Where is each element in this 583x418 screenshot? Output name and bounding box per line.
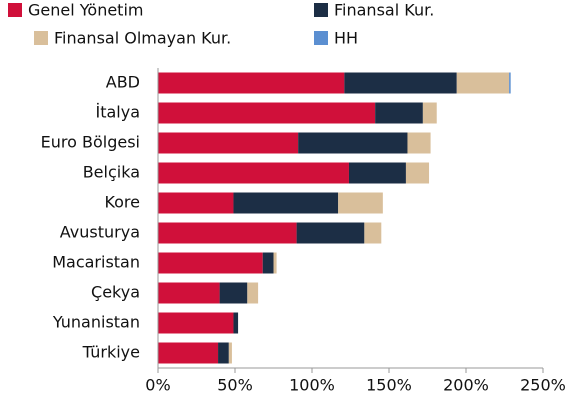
bar-segment bbox=[158, 192, 234, 214]
legend-label: Finansal Olmayan Kur. bbox=[54, 29, 231, 48]
x-tick-label: 100% bbox=[289, 376, 335, 395]
bar-segment bbox=[509, 72, 511, 94]
x-tick-label: 50% bbox=[217, 376, 253, 395]
y-tick-label: Euro Bölgesi bbox=[41, 133, 140, 152]
bar-segment bbox=[218, 342, 229, 364]
bar-segment bbox=[158, 342, 219, 364]
bar-segment bbox=[233, 312, 239, 334]
y-tick-label: Belçika bbox=[83, 163, 140, 182]
y-tick-label: Avusturya bbox=[60, 223, 140, 242]
bar-segment bbox=[344, 72, 457, 94]
bar-segment bbox=[407, 132, 431, 154]
bar-segment bbox=[296, 222, 365, 244]
bar-segment bbox=[219, 282, 248, 304]
y-tick-label: İtalya bbox=[95, 103, 140, 122]
bar-segment bbox=[158, 102, 376, 124]
bar-segment bbox=[298, 132, 408, 154]
bar-segment bbox=[262, 252, 274, 274]
legend-swatch bbox=[314, 3, 328, 17]
bar-segment bbox=[456, 72, 510, 94]
bar-segment bbox=[158, 72, 345, 94]
bar-segment bbox=[158, 282, 220, 304]
y-tick-label: Yunanistan bbox=[52, 313, 140, 332]
bar-segment bbox=[158, 222, 297, 244]
legend-label: HH bbox=[334, 29, 358, 48]
y-tick-label: Macaristan bbox=[52, 253, 140, 272]
bar-segment bbox=[364, 222, 382, 244]
x-tick-label: 200% bbox=[443, 376, 489, 395]
legend-swatch bbox=[8, 3, 22, 17]
bar-segment bbox=[158, 252, 263, 274]
bar-segment bbox=[405, 162, 430, 184]
x-tick-label: 0% bbox=[145, 376, 170, 395]
legend-label: Genel Yönetim bbox=[28, 1, 143, 20]
bar-segment bbox=[247, 282, 259, 304]
bar-segment bbox=[338, 192, 383, 214]
bar-segment bbox=[348, 162, 406, 184]
legend-swatch bbox=[34, 31, 48, 45]
y-tick-label: Kore bbox=[104, 193, 140, 212]
bar-segment bbox=[375, 102, 423, 124]
bar-segment bbox=[158, 162, 349, 184]
bar-segment bbox=[158, 132, 299, 154]
legend-label: Finansal Kur. bbox=[334, 1, 434, 20]
x-tick-label: 250% bbox=[520, 376, 566, 395]
y-tick-label: ABD bbox=[106, 73, 140, 92]
bar-segment bbox=[228, 342, 232, 364]
bar-segment bbox=[233, 192, 339, 214]
bar-segment bbox=[158, 312, 234, 334]
x-tick-label: 150% bbox=[366, 376, 412, 395]
y-tick-label: Çekya bbox=[91, 283, 140, 302]
legend-swatch bbox=[314, 31, 328, 45]
y-tick-label: Türkiye bbox=[82, 343, 140, 362]
bar-segment bbox=[273, 252, 277, 274]
bar-segment bbox=[422, 102, 437, 124]
